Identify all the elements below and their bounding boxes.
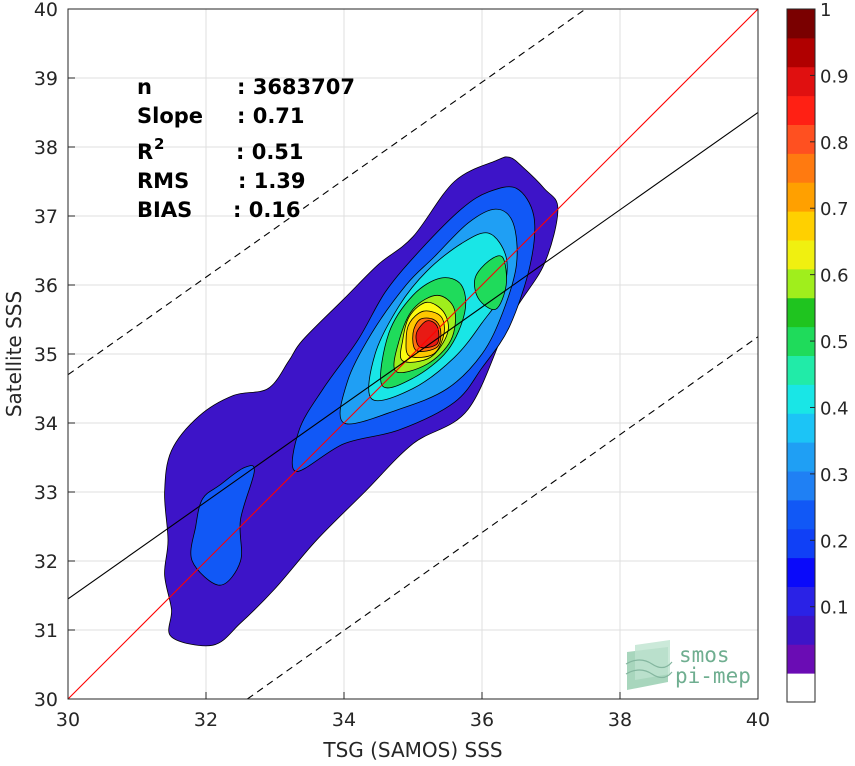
logo-line-2: pi-mep	[675, 664, 751, 688]
colorbar-segment	[787, 586, 815, 616]
x-tick-label: 40	[746, 709, 770, 731]
colorbar-segment	[787, 182, 815, 212]
colorbar-segment	[787, 673, 815, 703]
colorbar-tick-label: 0.9	[820, 66, 849, 87]
colorbar-segment	[787, 442, 815, 472]
regression-fit-line	[68, 112, 758, 600]
y-tick-label: 31	[34, 620, 58, 642]
colorbar-segment	[787, 95, 815, 125]
colorbar-segment	[787, 384, 815, 414]
stat-value: : 0.16	[233, 198, 301, 222]
colorbar-segment	[787, 268, 815, 299]
stat-key-superscript: 2	[154, 135, 164, 153]
y-axis-label: Satellite SSS	[2, 291, 26, 417]
stat-key: Slope	[137, 104, 203, 128]
colorbar-segment	[787, 153, 815, 183]
x-tick-label: 32	[194, 709, 218, 731]
stat-key: n	[137, 75, 152, 99]
stat-value: : 3683707	[237, 75, 355, 99]
y-tick-label: 32	[34, 551, 58, 573]
colorbar-segment	[787, 528, 815, 559]
contour-level-0.15	[190, 465, 255, 586]
colorbar-tick-label: 0.2	[820, 531, 849, 552]
colorbar-tick-label: 0.4	[820, 398, 849, 419]
x-axis-label: TSG (SAMOS) SSS	[322, 738, 502, 762]
stat-value: : 0.71	[237, 104, 305, 128]
y-tick-label: 37	[34, 206, 58, 228]
colorbar-segment	[787, 644, 815, 674]
x-tick-label: 30	[56, 709, 80, 731]
y-tick-label: 30	[34, 689, 58, 711]
reference-lines	[68, 9, 758, 699]
y-tick-label: 36	[34, 275, 58, 297]
colorbar-ticks: 0.1 0.2 0.3 0.4 0.5 0.6 0.7 0.8 0.9 1	[810, 0, 849, 619]
logo-line-1: smos	[679, 643, 730, 667]
colorbar-frame	[786, 8, 816, 703]
colorbar-segment	[787, 240, 815, 270]
waves-icon	[625, 640, 673, 690]
y-tick-label: 35	[34, 344, 58, 366]
colorbar-segment	[787, 413, 815, 443]
colorbar-segment	[787, 211, 815, 241]
colorbar-tick-label: 0.3	[820, 465, 849, 486]
colorbar-segment	[787, 66, 815, 97]
colorbar-tick-label: 0.6	[820, 266, 849, 287]
colorbar-tick-label: 0.8	[820, 133, 849, 154]
logo: smos pi-mep	[625, 640, 751, 690]
stats-box: n : 3683707 Slope : 0.71 R 2 : 0.51 RMS : 1.39 BI…	[137, 75, 355, 222]
colorbar-tick-label: 0.5	[820, 332, 849, 353]
colorbar-segment	[787, 124, 815, 154]
lower-bound-line	[247, 336, 758, 699]
upper-bound-line	[68, 9, 586, 376]
colorbar-segment	[787, 615, 815, 645]
stat-value: : 0.51	[236, 140, 304, 164]
stat-key: RMS	[137, 169, 189, 193]
stat-key: BIAS	[137, 198, 192, 222]
colorbar	[787, 9, 815, 703]
1-1-line-line	[68, 9, 758, 699]
y-tick-label: 39	[34, 68, 58, 90]
x-tick-label: 36	[470, 709, 494, 731]
colorbar-segment	[787, 37, 815, 68]
y-tick-label: 40	[34, 0, 58, 21]
stat-key: R	[137, 140, 153, 164]
colorbar-segment	[787, 297, 815, 328]
colorbar-tick-label: 1	[820, 0, 831, 21]
colorbar-segment	[787, 9, 815, 39]
colorbar-segment	[787, 471, 815, 501]
y-tick-label: 38	[34, 137, 58, 159]
colorbar-segment	[787, 499, 815, 530]
x-tick-label: 38	[608, 709, 632, 731]
y-tick-label: 34	[34, 413, 58, 435]
y-axis-ticks: 30 31 32 33 34 35 36 37 38 39 40	[34, 0, 75, 711]
colorbar-tick-label: 0.7	[820, 199, 849, 220]
colorbar-segment	[787, 557, 815, 587]
colorbar-tick-label: 0.1	[820, 598, 849, 619]
x-axis-ticks: 30 32 34 36 38 40	[56, 692, 770, 731]
x-tick-label: 34	[332, 709, 356, 731]
colorbar-segment	[787, 355, 815, 385]
y-tick-label: 33	[34, 482, 58, 504]
stat-value: : 1.39	[238, 169, 306, 193]
contour-layers	[164, 156, 559, 647]
